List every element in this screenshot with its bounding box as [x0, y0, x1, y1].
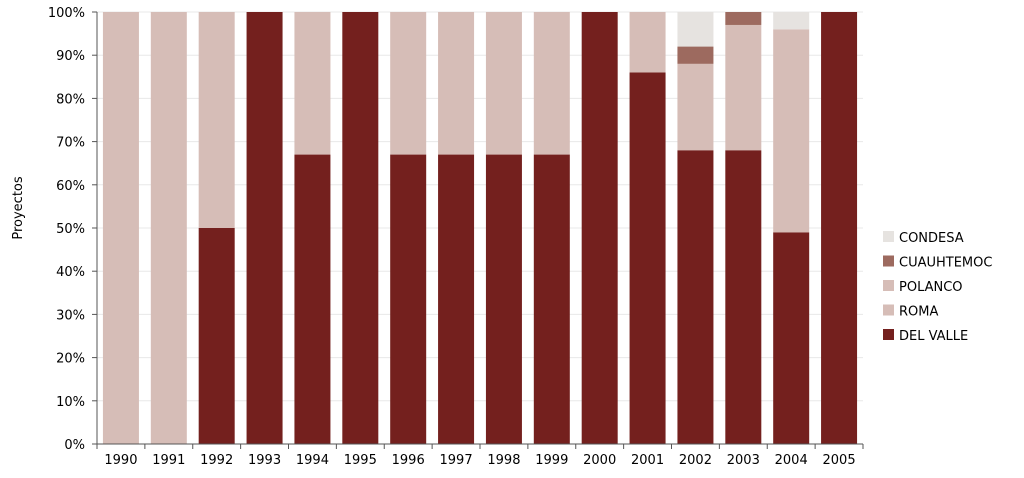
- y-tick-label: 20%: [56, 352, 85, 367]
- bar-segment-del-valle-2002: [677, 150, 714, 445]
- bar-segment-polanco-2002: [677, 63, 714, 151]
- bar-segment-del-valle-1996: [390, 154, 427, 444]
- x-tick-label-1992: 1992: [200, 453, 233, 468]
- legend-swatch-polanco: [883, 280, 894, 291]
- bar-segment-del-valle-1997: [438, 154, 475, 444]
- legend-label-cuauhtemoc: CUAUHTEMOC: [899, 256, 992, 271]
- legend-swatch-cuauhtemoc: [883, 255, 894, 267]
- bar-segment-roma-2001: [629, 12, 666, 73]
- bar-segment-del-valle-1999: [533, 154, 570, 444]
- x-tick-label-1996: 1996: [392, 453, 425, 468]
- legend-label-del-valle: DEL VALLE: [899, 329, 968, 344]
- legend-label-condesa: CONDESA: [899, 231, 964, 246]
- bar-segment-roma-1991: [150, 12, 187, 444]
- y-tick-label: 70%: [56, 136, 85, 151]
- x-tick-label-2001: 2001: [631, 453, 664, 468]
- bar-segment-del-valle-2003: [725, 150, 762, 445]
- y-tick-label: 30%: [56, 308, 85, 323]
- bar-segment-roma-1994: [294, 12, 331, 155]
- bar-segment-del-valle-1993: [246, 12, 283, 444]
- x-tick-label-1994: 1994: [296, 453, 329, 468]
- bar-segment-del-valle-1992: [198, 228, 235, 444]
- y-tick-label: 100%: [48, 6, 85, 21]
- bar-segment-roma-1992: [198, 12, 235, 228]
- legend-label-polanco: POLANCO: [899, 280, 963, 295]
- bar-segment-cuauhtemoc-2003: [725, 12, 762, 25]
- y-tick-label: 10%: [56, 395, 85, 410]
- bar-segment-polanco-2003: [725, 24, 762, 151]
- y-tick-label: 80%: [56, 92, 85, 107]
- x-tick-label-1990: 1990: [104, 453, 137, 468]
- bar-segment-roma-1999: [533, 12, 570, 155]
- legend-swatch-condesa: [883, 231, 894, 242]
- y-tick-label: 60%: [56, 179, 85, 194]
- bar-segment-roma-1997: [438, 12, 475, 155]
- y-tick-label: 50%: [56, 222, 85, 237]
- bar-segment-condesa-2002: [677, 12, 714, 47]
- bar-segment-del-valle-2005: [821, 12, 858, 444]
- x-tick-label-2003: 2003: [727, 453, 760, 468]
- legend: CONDESA CUAUHTEMOC POLANCO ROMA DEL VALLE: [883, 231, 992, 344]
- y-axis-title: Proyectos: [11, 176, 26, 240]
- x-tick-label-1998: 1998: [487, 453, 520, 468]
- bar-segment-cuauhtemoc-2002: [677, 46, 714, 64]
- bar-segment-roma-1996: [390, 12, 427, 155]
- x-tick-label-2000: 2000: [583, 453, 616, 468]
- bar-segment-del-valle-2000: [581, 12, 618, 444]
- x-tick-label-2005: 2005: [823, 453, 856, 468]
- x-tick-label-2004: 2004: [775, 453, 808, 468]
- x-tick-label-1993: 1993: [248, 453, 281, 468]
- bar-segment-del-valle-1995: [342, 12, 379, 444]
- legend-swatch-roma: [883, 304, 894, 316]
- bar-segment-roma-1998: [485, 12, 522, 155]
- bar-segment-del-valle-1994: [294, 154, 331, 444]
- y-tick-label: 0%: [64, 438, 85, 453]
- bars-layer: [102, 12, 858, 445]
- legend-label-roma: ROMA: [899, 305, 938, 320]
- bar-segment-condesa-2004: [773, 12, 810, 30]
- y-tick-label: 40%: [56, 265, 85, 280]
- bar-segment-polanco-2004: [773, 29, 810, 233]
- x-tick-label-2002: 2002: [679, 453, 712, 468]
- bar-segment-del-valle-1998: [485, 154, 522, 444]
- bar-segment-del-valle-2001: [629, 72, 666, 444]
- bar-segment-roma-1990: [102, 12, 139, 444]
- axis-layer: 0% 10% 20% 30% 40% 50% 60% 70% 80% 90% 100% 1990 199…: [48, 6, 864, 468]
- x-tick-label-1991: 1991: [152, 453, 185, 468]
- x-tick-label-1995: 1995: [344, 453, 377, 468]
- x-tick-label-1997: 1997: [440, 453, 473, 468]
- legend-swatch-del-valle: [883, 329, 894, 340]
- x-tick-label-1999: 1999: [535, 453, 568, 468]
- y-tick-label: 90%: [56, 49, 85, 64]
- bar-segment-del-valle-2004: [773, 232, 810, 444]
